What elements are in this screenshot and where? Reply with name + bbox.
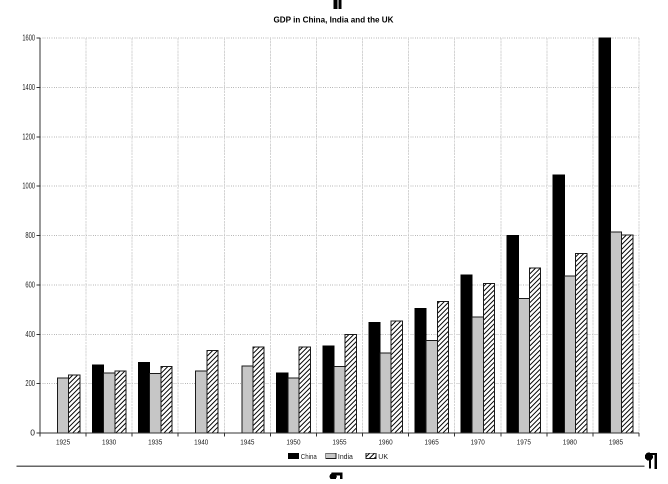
svg-text:0: 0 — [30, 428, 35, 438]
svg-text:800: 800 — [25, 230, 35, 240]
svg-text:1000: 1000 — [22, 181, 35, 191]
svg-text:1970: 1970 — [471, 438, 485, 447]
svg-text:1400: 1400 — [22, 82, 35, 92]
svg-text:China: China — [301, 452, 318, 461]
svg-text:UK: UK — [378, 452, 388, 461]
svg-text:1955: 1955 — [332, 438, 346, 447]
svg-text:1980: 1980 — [563, 438, 577, 447]
svg-text:1945: 1945 — [240, 438, 254, 447]
svg-text:1935: 1935 — [148, 438, 162, 447]
svg-text:1925: 1925 — [56, 438, 70, 447]
svg-text:1940: 1940 — [194, 438, 208, 447]
svg-text:GDP in China, India and the UK: GDP in China, India and the UK — [274, 15, 395, 25]
svg-text:1975: 1975 — [517, 438, 531, 447]
svg-text:1960: 1960 — [378, 438, 392, 447]
svg-text:1200: 1200 — [22, 131, 35, 141]
svg-text:1965: 1965 — [425, 438, 439, 447]
svg-text:200: 200 — [25, 378, 35, 388]
svg-text:400: 400 — [25, 329, 35, 339]
svg-text:1600: 1600 — [22, 33, 35, 43]
svg-text:India: India — [338, 452, 354, 461]
svg-text:1930: 1930 — [102, 438, 116, 447]
svg-text:1985: 1985 — [609, 438, 623, 447]
svg-text:1950: 1950 — [286, 438, 300, 447]
svg-text:600: 600 — [25, 279, 35, 289]
